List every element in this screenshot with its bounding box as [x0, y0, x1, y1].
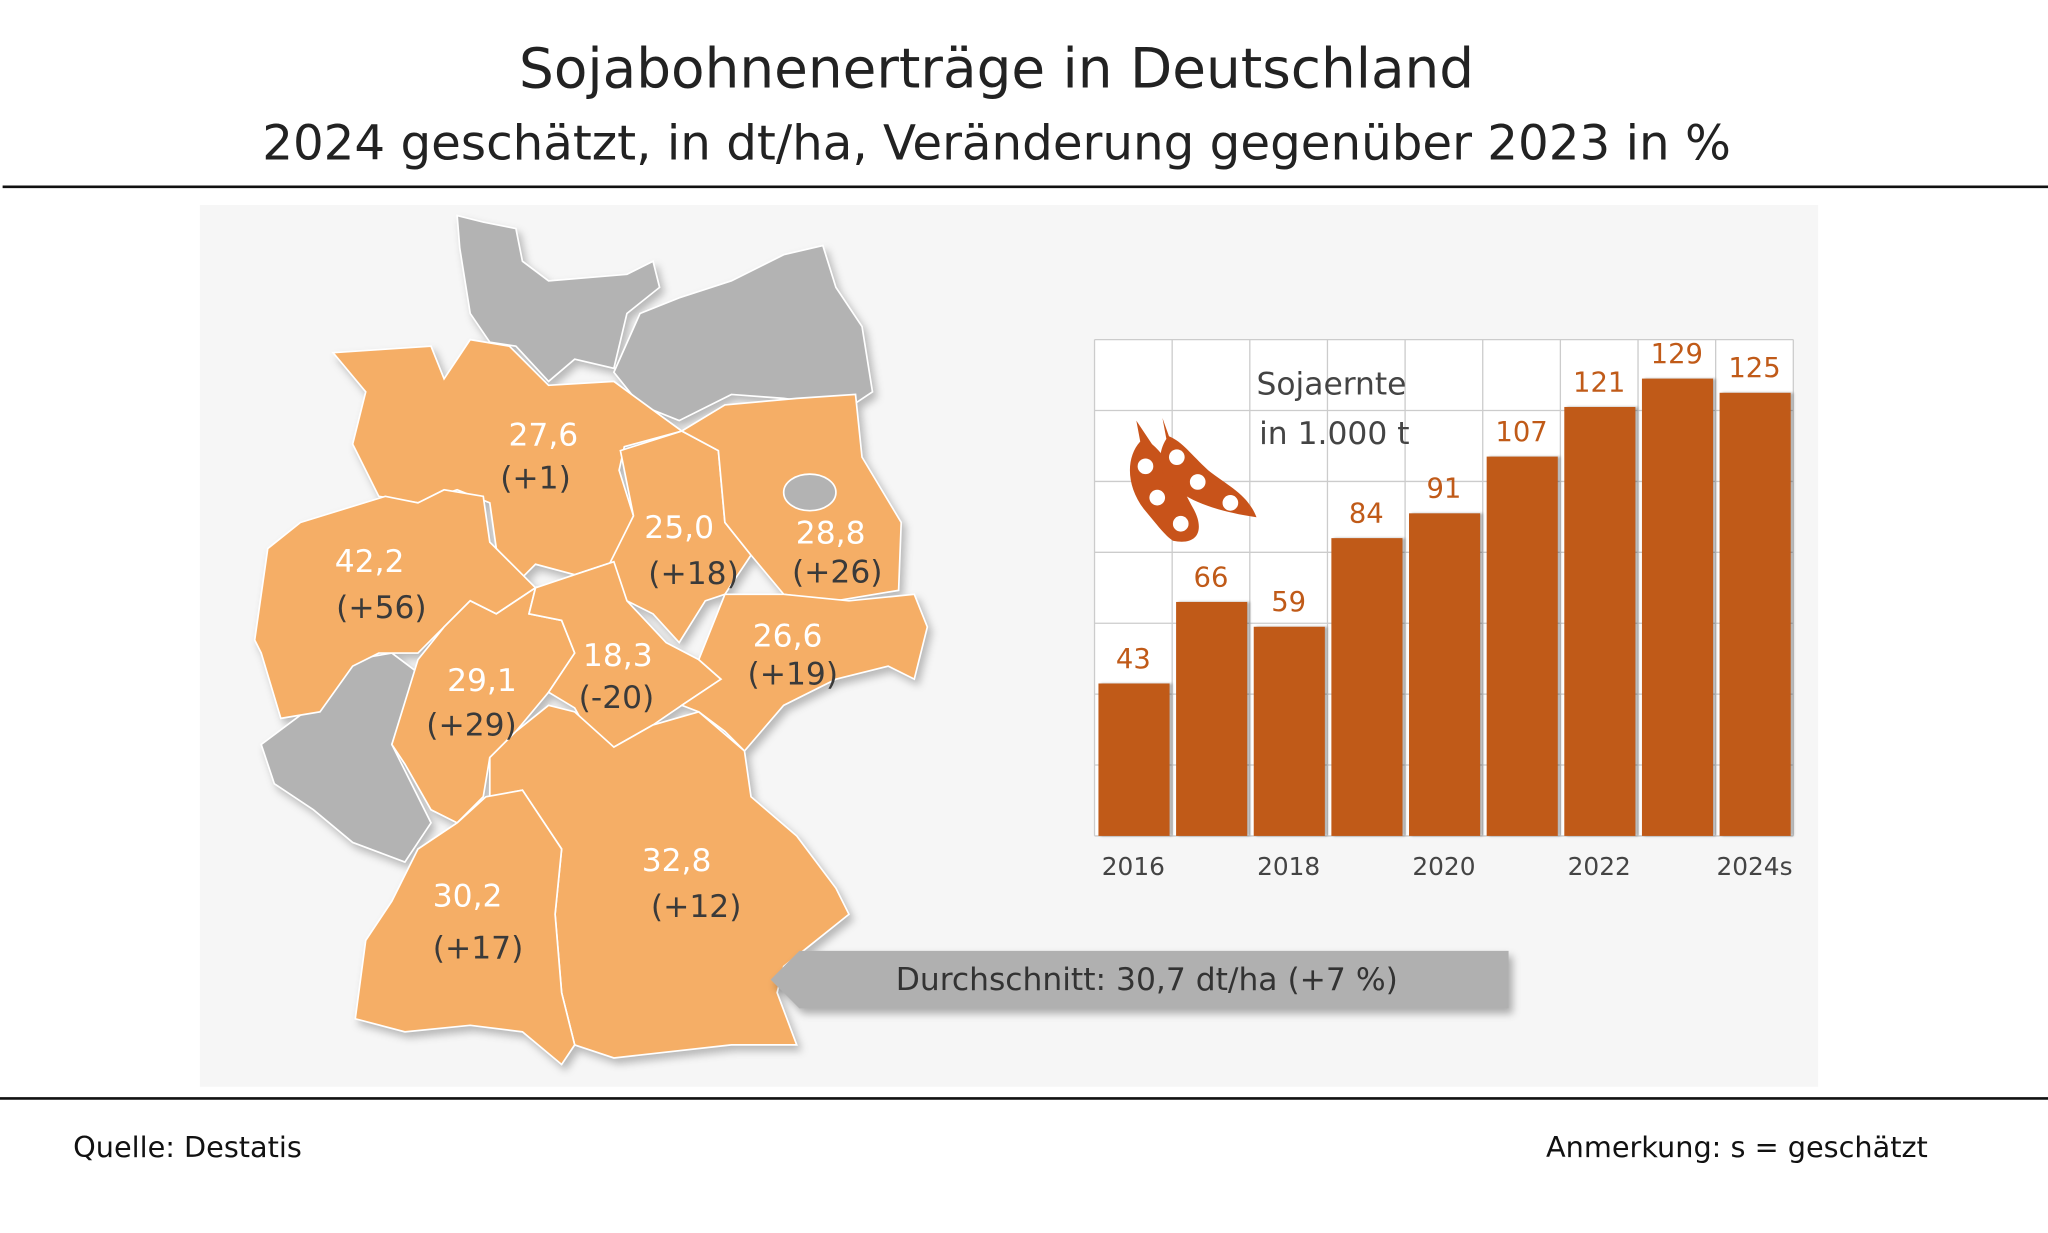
chart-bars: 43 66 59 84 91 107 121 129 125: [1098, 339, 1791, 836]
state-value: 28,8: [796, 515, 866, 551]
state-change: (+26): [792, 555, 883, 591]
chart-title: Sojaernte: [1256, 366, 1406, 402]
chart-title-unit: in 1.000 t: [1259, 416, 1409, 452]
map-region-baden-wuerttemberg: [354, 789, 576, 1066]
state-labels: 27,6 (+1) 42,2 (+56) 25,0 (+18) 28,8 (+2…: [335, 417, 883, 966]
harvest-bar-chart: Sojaernte in 1.000 t 43 66 59 84 91 107 121 129…: [1093, 339, 1794, 881]
bar-2024s: [1719, 392, 1791, 836]
page-subtitle: 2024 geschätzt, in dt/ha, Veränderung ge…: [262, 115, 1731, 171]
x-tick-label: 2024s: [1716, 852, 1792, 881]
chart-x-ticks: 2016 2018 2020 2022 2024s: [1102, 852, 1793, 881]
average-label: Durchschnitt: 30,7 dt/ha (+7 %): [896, 962, 1398, 998]
map-region-schleswig-holstein: [456, 214, 661, 383]
map-region-sachsen: [679, 593, 929, 753]
bar-2016: [1098, 683, 1170, 836]
state-change: (+29): [426, 707, 517, 743]
bar-2020: [1409, 513, 1481, 836]
germany-map: [253, 214, 929, 1066]
state-value: 25,0: [644, 510, 714, 546]
map-region-berlin: [782, 473, 837, 512]
state-value: 29,1: [447, 663, 517, 699]
state-change: (+12): [651, 889, 742, 925]
state-value: 42,2: [335, 544, 405, 580]
bar-value-label: 121: [1573, 367, 1625, 398]
x-tick-label: 2016: [1102, 852, 1165, 881]
bar-2017: [1176, 601, 1248, 836]
state-change: (+56): [336, 590, 427, 626]
state-change: (+19): [748, 656, 839, 692]
state-change: (+1): [500, 461, 571, 497]
state-change: (+17): [433, 931, 524, 967]
bar-value-label: 59: [1271, 587, 1306, 618]
bar-value-label: 107: [1495, 417, 1547, 448]
bar-2018: [1253, 626, 1325, 836]
bar-2022: [1564, 406, 1636, 836]
state-value: 18,3: [583, 638, 653, 674]
state-value: 26,6: [753, 619, 823, 655]
x-tick-label: 2020: [1412, 852, 1475, 881]
bar-value-label: 43: [1116, 644, 1151, 675]
x-tick-label: 2022: [1568, 852, 1631, 881]
bar-2019: [1331, 538, 1403, 836]
bar-2021: [1486, 456, 1558, 836]
source-label: Quelle: Destatis: [73, 1130, 302, 1164]
state-value: 32,8: [642, 843, 712, 879]
state-change: (-20): [579, 680, 655, 716]
bar-value-label: 91: [1426, 474, 1461, 505]
state-change: (+18): [648, 556, 739, 592]
state-value: 27,6: [508, 417, 578, 453]
state-value: 30,2: [433, 878, 503, 914]
soybean-pods-icon: [1129, 417, 1257, 542]
page-title: Sojabohnenerträge in Deutschland: [519, 37, 1474, 101]
bar-value-label: 84: [1349, 498, 1384, 529]
average-callout: Durchschnitt: 30,7 dt/ha (+7 %): [770, 950, 1509, 1009]
bar-value-label: 129: [1651, 339, 1703, 370]
map-region-mecklenburg: [612, 244, 874, 422]
bar-value-label: 125: [1728, 353, 1780, 384]
bar-2023: [1641, 378, 1714, 836]
x-tick-label: 2018: [1257, 852, 1320, 881]
note-label: Anmerkung: s = geschätzt: [1546, 1130, 1928, 1164]
bar-value-label: 66: [1194, 562, 1229, 593]
